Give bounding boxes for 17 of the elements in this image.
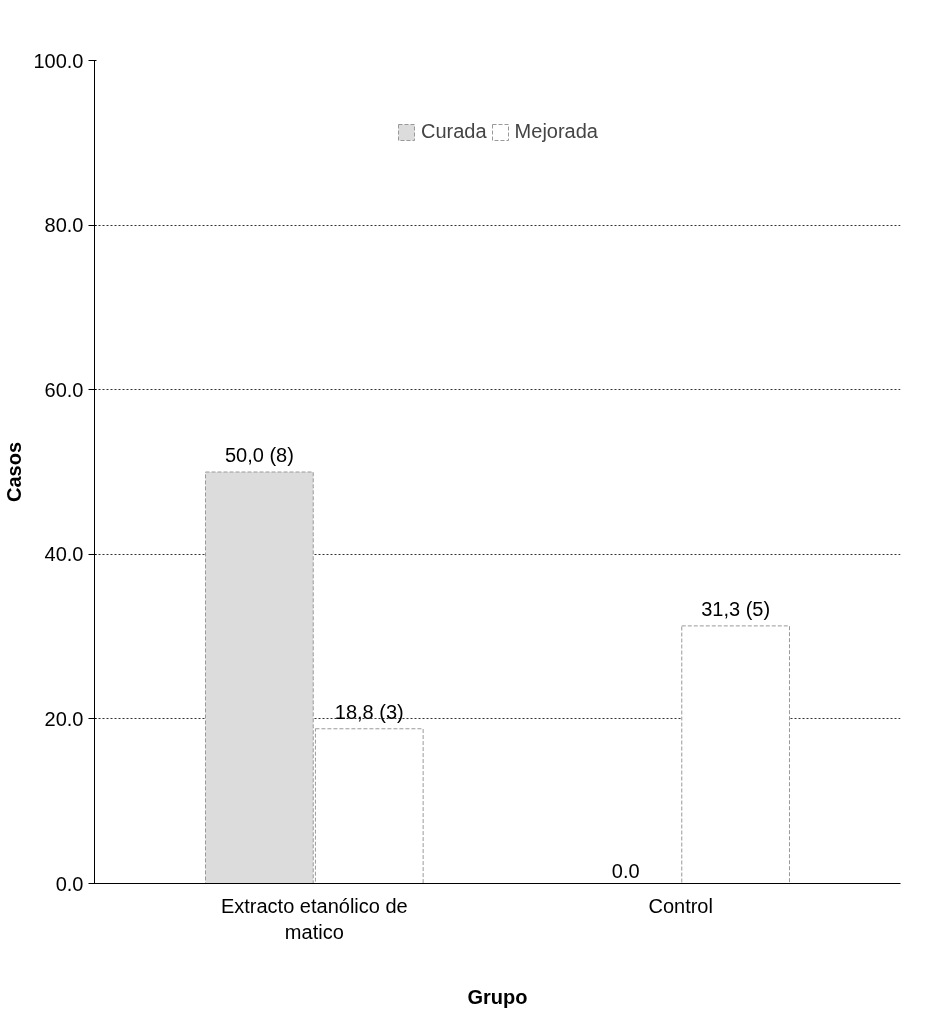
y-tick-label: 40.0 [44, 543, 84, 566]
y-tick-label: 20.0 [44, 707, 84, 730]
x-tick-label: Extracto etanólico de matico [220, 894, 408, 943]
data-label: 18,8 (3) [334, 700, 404, 723]
legend-label: Curada [421, 120, 487, 143]
data-label: 0.0 [611, 859, 640, 882]
y-tick-label: 100.0 [33, 49, 84, 72]
y-tick-label: 80.0 [44, 214, 84, 237]
y-axis-title: Casos [3, 441, 26, 503]
x-axis-title: Grupo [467, 985, 528, 1008]
legend-label: Mejorada [514, 120, 598, 143]
data-label: 50,0 (8) [224, 444, 294, 466]
x-tick-label: Control [648, 894, 713, 917]
data-label: 31,3 (5) [701, 597, 771, 620]
bar [681, 625, 790, 884]
y-tick-label: 60.0 [44, 378, 84, 401]
y-tick-label: 0.0 [55, 872, 84, 895]
